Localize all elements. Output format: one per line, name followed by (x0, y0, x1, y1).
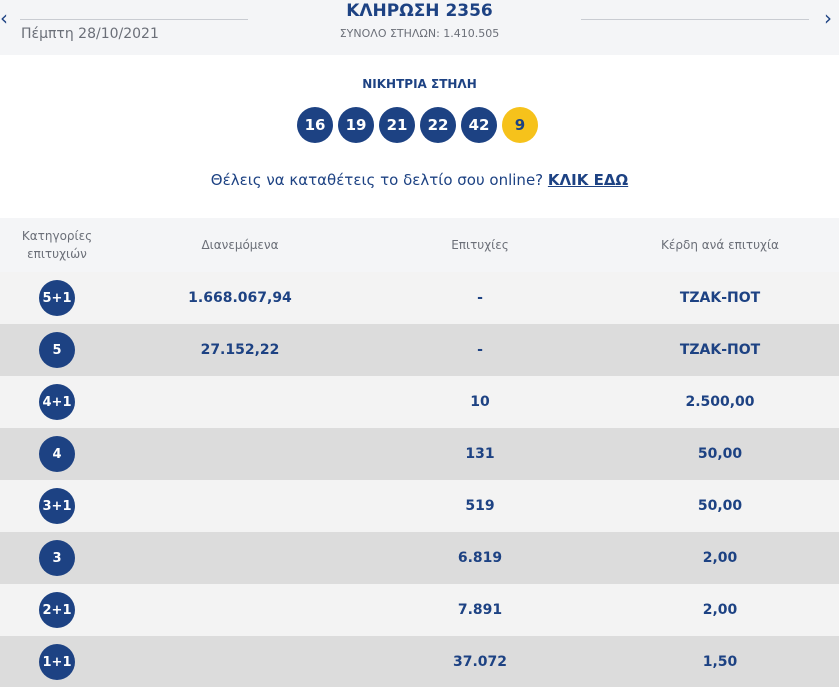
winning-number: 42 (461, 107, 497, 143)
top-bar (0, 0, 839, 55)
column-header: Διανεμόμενα (201, 238, 279, 252)
table-row: 4 131 50,00 (0, 428, 839, 480)
table-row: 3 6.819 2,00 (0, 532, 839, 584)
table-row: 4+1 10 2.500,00 (0, 376, 839, 428)
winning-number: 21 (379, 107, 415, 143)
table-cell: 27.152,22 (200, 342, 280, 358)
table-row: 2+1 7.891 2,00 (0, 584, 839, 636)
table-cell: 5 (12, 324, 102, 376)
prev-arrow[interactable]: ‹ (0, 6, 8, 30)
table-cell (130, 584, 350, 636)
table-cell (130, 532, 350, 584)
table-cell: 37.072 (452, 654, 508, 670)
total-columns: ΣΥΝΟΛΟ ΣΤΗΛΩΝ: 1.410.505 (339, 27, 500, 40)
table-cell: 50,00 (697, 498, 743, 514)
table-cell: 5+1 (12, 272, 102, 324)
table-cell (130, 636, 350, 687)
table-cell (130, 428, 350, 480)
cta: Θέλεις να καταθέτεις το δελτίο σου onlin… (0, 171, 839, 189)
column-header: Κατηγορίες επιτυχιών (21, 229, 93, 261)
category-badge: 4+1 (39, 384, 75, 420)
table-cell: 3 (12, 532, 102, 584)
table-cell: 50,00 (697, 446, 743, 462)
table-cell: 3+1 (12, 480, 102, 532)
table-row: 1+1 37.072 1,50 (0, 636, 839, 687)
draw-date: Πέμπτη 28/10/2021 (21, 26, 159, 42)
table-cell: 7.891 (457, 602, 503, 618)
cta-link[interactable]: ΚΛΙΚ ΕΔΩ (547, 171, 629, 189)
table-cell: 4+1 (12, 376, 102, 428)
category-badge: 5+1 (39, 280, 75, 316)
divider (20, 19, 248, 20)
winning-label: ΝΙΚΗΤΡΙΑ ΣΤΗΛΗ (362, 77, 477, 91)
category-badge: 3+1 (39, 488, 75, 524)
category-badge: 1+1 (39, 644, 75, 680)
next-arrow[interactable]: › (824, 6, 832, 30)
table-cell: 4 (12, 428, 102, 480)
table-cell (130, 376, 350, 428)
table-row: 5 27.152,22 - ΤΖΑΚ-ΠΟΤ (0, 324, 839, 376)
bonus-number: 9 (502, 107, 538, 143)
table-cell: 519 (465, 498, 495, 514)
table-cell: 2.500,00 (685, 394, 755, 410)
winning-number: 16 (297, 107, 333, 143)
category-badge: 5 (39, 332, 75, 368)
winning-number: 22 (420, 107, 456, 143)
column-header: Κέρδη ανά επιτυχία (661, 238, 779, 252)
table-cell: - (477, 342, 483, 358)
table-cell: 1.668.067,94 (188, 290, 292, 306)
table-cell: 1,50 (702, 654, 738, 670)
table-cell: 2,00 (702, 550, 738, 566)
table-cell: 2,00 (702, 602, 738, 618)
category-badge: 2+1 (39, 592, 75, 628)
winning-number: 19 (338, 107, 374, 143)
table-cell: 2+1 (12, 584, 102, 636)
table-row: 3+1 519 50,00 (0, 480, 839, 532)
table-cell (130, 480, 350, 532)
table-header: Κατηγορίες επιτυχιών Διανεμόμενα Επιτυχίες… (0, 218, 839, 272)
draw-title: ΚΛΗΡΩΣΗ 2356 (346, 1, 493, 21)
divider (581, 19, 809, 20)
table-cell: 6.819 (457, 550, 503, 566)
column-header: Επιτυχίες (451, 238, 509, 252)
cta-text: Θέλεις να καταθέτεις το δελτίο σου onlin… (210, 171, 544, 189)
table-cell: 131 (465, 446, 495, 462)
table-cell: 10 (470, 394, 490, 410)
category-badge: 3 (39, 540, 75, 576)
table-row: 5+1 1.668.067,94 - ΤΖΑΚ-ΠΟΤ (0, 272, 839, 324)
table-cell: ΤΖΑΚ-ΠΟΤ (679, 290, 761, 306)
table-cell: - (477, 290, 483, 306)
category-badge: 4 (39, 436, 75, 472)
table-cell: ΤΖΑΚ-ΠΟΤ (679, 342, 761, 358)
table-cell: 1+1 (12, 636, 102, 687)
